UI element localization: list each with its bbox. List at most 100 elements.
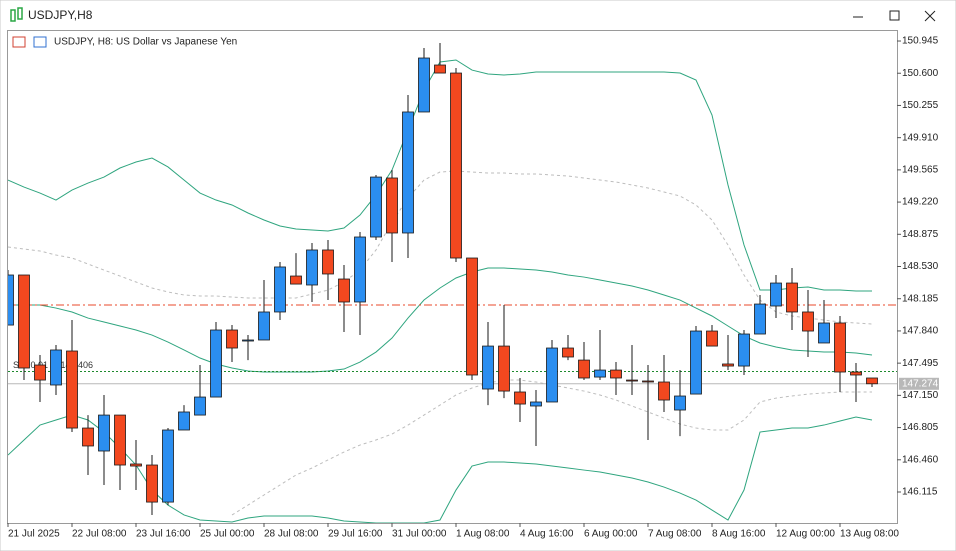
candle-body: [34, 364, 46, 381]
candle-body: [546, 347, 558, 403]
candle-body: [290, 275, 302, 285]
title-bar-bg: [1, 1, 955, 30]
y-tick-label: 150.600: [902, 68, 939, 79]
x-tick-label: 1 Aug 08:00: [456, 529, 510, 540]
title-bar: USDJPY,H8: [1, 1, 955, 30]
y-tick-label: 148.530: [902, 261, 939, 272]
candle-body: [274, 266, 286, 313]
indicator-band: [8, 267, 873, 373]
y-tick-label: 150.255: [902, 100, 939, 111]
axes: 150.945 150.600 150.255 149.910 149.565 149.2…: [7, 36, 939, 540]
candle-body: [338, 278, 350, 303]
close-button[interactable]: [924, 10, 936, 22]
y-tick-label: 149.220: [902, 197, 939, 208]
candle-body: [482, 345, 494, 390]
candle-body: [578, 359, 590, 379]
candle-body: [242, 339, 254, 342]
candle-body: [450, 72, 462, 259]
candle-body: [354, 236, 366, 303]
y-tick-label: 148.875: [902, 229, 939, 240]
plot-layer: Sell 0.01 at 147.406: [8, 42, 897, 523]
candle-body: [322, 249, 334, 275]
candle-body: [530, 401, 542, 407]
candle-body: [850, 371, 862, 376]
candle-body: [66, 350, 78, 429]
candle-body: [834, 322, 846, 373]
candle-body: [786, 282, 798, 313]
candle-body: [98, 414, 110, 452]
candle-body: [162, 429, 174, 503]
x-tick-label: 28 Jul 08:00: [264, 529, 319, 540]
chart-header: USDJPY, H8: US Dollar vs Japanese Yen: [12, 36, 237, 48]
candle-body: [754, 303, 766, 335]
window-title: USDJPY,H8: [28, 8, 93, 22]
candle-body: [466, 257, 478, 376]
y-tick-label: 147.840: [902, 326, 939, 337]
candle-body: [498, 345, 510, 392]
x-tick-label: 21 Jul 2025: [8, 529, 60, 540]
candle-body: [722, 363, 734, 367]
indicator-band: [8, 170, 873, 325]
x-tick-label: 12 Aug 00:00: [776, 529, 835, 540]
x-tick-label: 22 Jul 08:00: [72, 529, 127, 540]
candle-body: [562, 347, 574, 358]
candle-body: [658, 381, 670, 401]
candle-body: [706, 330, 718, 347]
candle-body: [146, 464, 158, 503]
x-tick-label: 4 Aug 16:00: [520, 529, 574, 540]
price-label: 147.274: [902, 378, 939, 389]
candle-body: [210, 329, 222, 398]
y-tick-label: 148.185: [902, 293, 939, 304]
candle-body: [18, 274, 30, 369]
candle-body: [642, 380, 654, 383]
y-tick-label: 147.150: [902, 390, 939, 401]
candle-body: [114, 414, 126, 466]
candle-body: [434, 64, 446, 74]
candle-body: [8, 274, 14, 326]
candle-body: [194, 396, 206, 416]
candle-body: [866, 377, 878, 385]
candle-body: [610, 369, 622, 379]
candle-body: [258, 311, 270, 341]
candle-body: [386, 177, 398, 234]
candle-body: [514, 391, 526, 405]
app-icon: [10, 7, 23, 22]
candle-body: [306, 249, 318, 286]
candle-body: [690, 330, 702, 395]
x-tick-label: 25 Jul 00:00: [200, 529, 255, 540]
header-icon: [33, 36, 47, 48]
maximize-button[interactable]: [889, 10, 900, 21]
y-tick-label: 149.910: [902, 132, 939, 143]
y-tick-label: 146.460: [902, 454, 939, 465]
price-label-box: [899, 377, 939, 390]
candle-body: [82, 427, 94, 447]
candle-body: [130, 463, 142, 467]
candle-body: [402, 111, 414, 234]
candle-body: [626, 379, 638, 382]
y-tick-label: 147.495: [902, 358, 939, 369]
x-tick-label: 23 Jul 16:00: [136, 529, 191, 540]
indicator-band: [231, 379, 872, 516]
y-tick-label: 149.565: [902, 165, 939, 176]
candle-body: [770, 282, 782, 307]
candle-body: [178, 411, 190, 431]
x-tick-label: 29 Jul 16:00: [328, 529, 383, 540]
candle-body: [370, 176, 382, 238]
x-tick-label: 13 Aug 08:00: [840, 529, 899, 540]
chart-title: USDJPY, H8: US Dollar vs Japanese Yen: [54, 37, 237, 48]
x-tick-label: 6 Aug 00:00: [584, 529, 638, 540]
y-tick-label: 150.945: [902, 36, 939, 47]
y-tick-label: 146.115: [902, 487, 938, 498]
candle-body: [738, 333, 750, 367]
candle-body: [226, 329, 238, 349]
candle-body: [50, 349, 62, 386]
x-tick-label: 31 Jul 00:00: [392, 529, 447, 540]
candle-body: [418, 57, 430, 113]
header-icon: [12, 36, 26, 48]
candle-body: [674, 395, 686, 411]
candle-body: [802, 311, 814, 332]
y-tick-label: 146.805: [902, 422, 939, 433]
candle-body: [594, 369, 606, 378]
x-tick-label: 7 Aug 08:00: [648, 529, 702, 540]
